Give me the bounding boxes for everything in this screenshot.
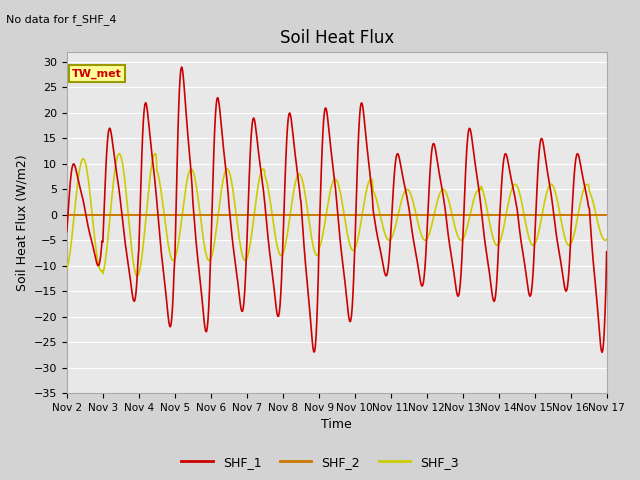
X-axis label: Time: Time <box>321 419 352 432</box>
Text: No data for f_SHF_4: No data for f_SHF_4 <box>6 14 117 25</box>
Title: Soil Heat Flux: Soil Heat Flux <box>280 29 394 48</box>
Y-axis label: Soil Heat Flux (W/m2): Soil Heat Flux (W/m2) <box>15 154 28 291</box>
Legend: SHF_1, SHF_2, SHF_3: SHF_1, SHF_2, SHF_3 <box>177 451 463 474</box>
Text: TW_met: TW_met <box>72 69 122 79</box>
